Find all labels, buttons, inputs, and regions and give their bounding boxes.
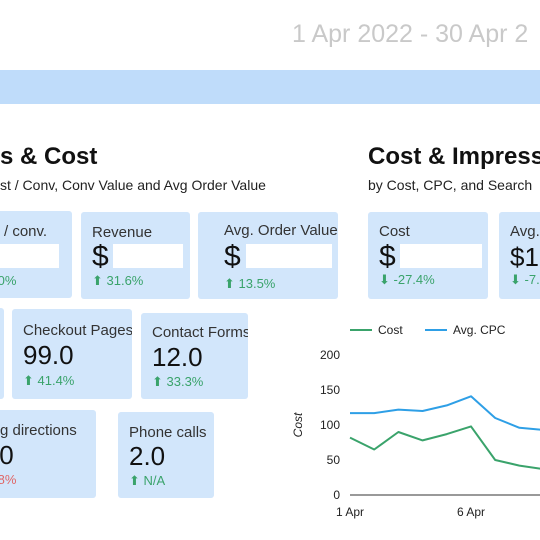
- scorecard-value: 2.0: [129, 441, 166, 471]
- scorecard-value: 99.0: [23, 340, 74, 370]
- legend-label: Avg. CPC: [453, 323, 506, 337]
- scorecard-cost[interactable]: Cost $ ⬇ -27.4%: [368, 212, 488, 299]
- section-subtitle-conversions-cost: st / Conv, Conv Value and Avg Order Valu…: [0, 177, 266, 193]
- series-line-cost: [349, 425, 540, 470]
- scorecard-label: Cost: [379, 223, 410, 240]
- x-tick-label: 1 Apr: [336, 505, 364, 519]
- scorecard-change: ⬆ 41.4%: [23, 373, 75, 388]
- scorecard-label: Avg.: [510, 223, 540, 240]
- scorecard-label: / conv.: [4, 223, 48, 240]
- y-axis-label: Cost: [291, 412, 305, 437]
- scorecard-value: .0: [0, 440, 14, 470]
- y-tick-label: 200: [320, 348, 340, 362]
- y-tick-label: 150: [320, 383, 340, 397]
- scorecard-avg-cpc[interactable]: Avg. $1 ⬇ -7.: [499, 212, 540, 299]
- section-title-cost-impressions: Cost & Impress: [368, 143, 540, 170]
- scorecard-label: Contact Forms: [152, 324, 248, 341]
- scorecard-label: Avg. Order Value: [224, 222, 338, 239]
- scorecard-value: $: [92, 240, 109, 273]
- redacted-value: [0, 244, 59, 268]
- scorecard-driving-directions[interactable]: g directions .0 .8%: [0, 410, 96, 498]
- scorecard-change: ⬆ 13.5%: [224, 276, 276, 291]
- legend-label: Cost: [378, 323, 403, 337]
- scorecard-change: ⬆ 31.6%: [92, 273, 144, 288]
- scorecard-change: ⬇ -27.4%: [379, 272, 435, 287]
- scorecard-checkout-pages[interactable]: Checkout Pages 99.0 ⬆ 41.4%: [12, 309, 132, 399]
- redacted-value: [246, 244, 332, 268]
- redacted-value: [113, 244, 183, 268]
- scorecard-label: Revenue: [92, 224, 153, 241]
- scorecard-value: 12.0: [152, 342, 203, 372]
- header-band: [0, 70, 540, 104]
- scorecard-revenue[interactable]: Revenue $ ⬆ 31.6%: [81, 212, 190, 299]
- scorecard-phone-calls[interactable]: Phone calls 2.0 ⬆ N/A: [118, 412, 214, 498]
- scorecard-change: ⬆ N/A: [129, 473, 166, 488]
- scorecard-value: $: [224, 240, 241, 273]
- section-title-conversions-cost: s & Cost: [0, 143, 98, 170]
- scorecard-contact-forms[interactable]: Contact Forms 12.0 ⬆ 33.3%: [141, 313, 248, 399]
- scorecard-label: g directions: [0, 422, 77, 439]
- date-range[interactable]: 1 Apr 2022 - 30 Apr 2: [292, 20, 529, 48]
- scorecard-label: Checkout Pages: [23, 322, 132, 339]
- y-tick-label: 50: [327, 453, 341, 467]
- scorecard-change: .8%: [0, 472, 17, 487]
- x-tick-label: 6 Apr: [457, 505, 485, 519]
- series-line-avg-cpc: [350, 395, 540, 431]
- scorecard-value: $: [379, 240, 396, 273]
- y-tick-label: 100: [320, 418, 340, 432]
- scorecard-change: ⬇ -7.: [510, 272, 540, 287]
- scorecard-partial[interactable]: [0, 308, 4, 399]
- scorecard-change: ⬆ 33.3%: [152, 374, 204, 389]
- scorecard-avg-order-value[interactable]: Avg. Order Value $ ⬆ 13.5%: [198, 212, 338, 299]
- section-subtitle-cost-impressions: by Cost, CPC, and Search: [368, 177, 533, 193]
- y-tick-label: 0: [333, 488, 340, 502]
- scorecard-cost-per-conv[interactable]: / conv. .0%: [0, 211, 72, 298]
- redacted-value: [400, 244, 482, 268]
- scorecard-change: .0%: [0, 273, 17, 288]
- scorecard-label: Phone calls: [129, 424, 207, 441]
- scorecard-value: $1: [510, 242, 539, 272]
